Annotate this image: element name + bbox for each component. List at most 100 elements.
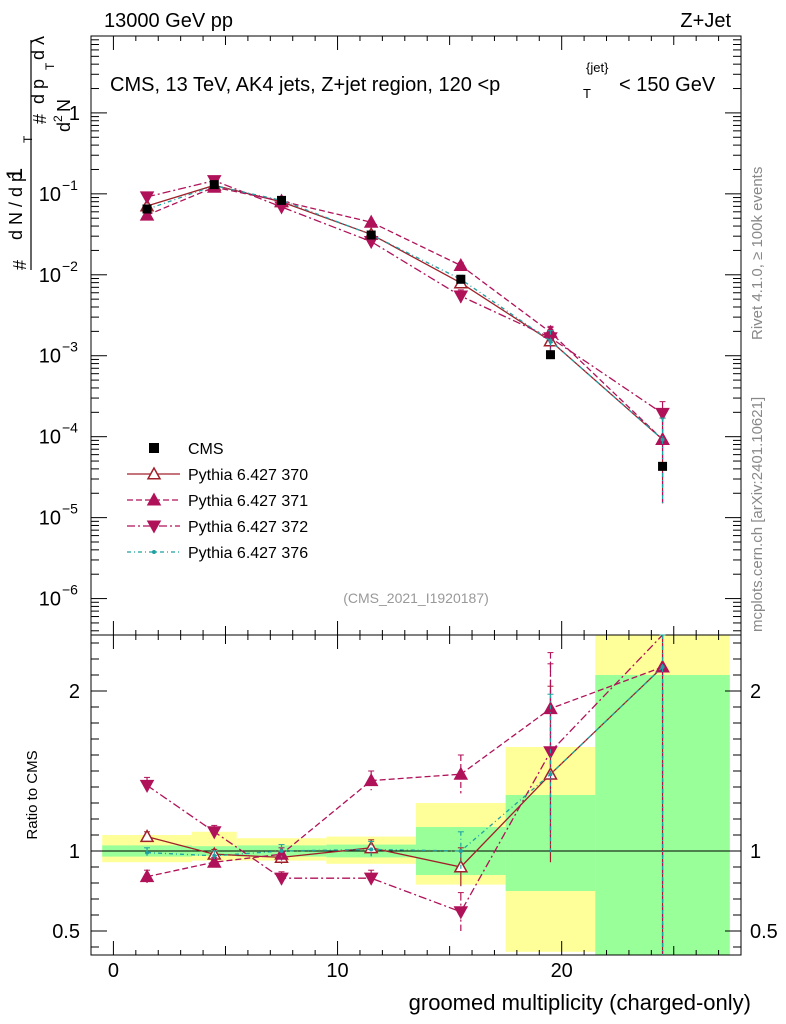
y-tick-label-base: 10 (39, 508, 61, 530)
main-series-line (146, 179, 663, 415)
x-axis-label: groomed multiplicity (charged-only) (409, 990, 751, 1015)
legend-label: Pythia 6.427 372 (188, 519, 308, 536)
ratio-frame-box (90, 634, 742, 956)
svg-text:d N / d p: d N / d p (6, 172, 26, 240)
ratio-marker (274, 846, 289, 860)
cms-marker (456, 274, 466, 284)
x-tick-label: 0 (108, 960, 119, 982)
svg-text:< 150 GeV: < 150 GeV (619, 74, 716, 96)
ratio-marker (145, 850, 150, 855)
ratio-ylabel: Ratio to CMS (24, 750, 41, 839)
y-tick-label-base: 10 (39, 427, 61, 449)
chart-title: CMS, 13 TeV, AK4 jets, Z+jet region, 120… (110, 60, 716, 101)
main-marker (660, 437, 665, 442)
main-marker (363, 214, 379, 228)
ratio-marker (453, 906, 469, 920)
ratio-marker (139, 829, 155, 843)
ratio-marker (458, 849, 463, 853)
main-marker (139, 207, 155, 221)
main-marker (655, 407, 670, 422)
ratio-marker (363, 773, 379, 787)
cms-marker (142, 204, 152, 214)
legend-item-3: Pythia 6.427 376 (127, 545, 308, 562)
y-tick-label-exp: −3 (62, 339, 78, 355)
cms-marker (366, 230, 376, 240)
legend: CMS Pythia 6.427 370 Pythia 6.427 371 Pythi… (127, 441, 308, 562)
ratio-marker (279, 849, 284, 853)
y-tick-label-base: 10 (39, 589, 61, 611)
ratio-marker (212, 853, 217, 858)
ratio-series (139, 634, 670, 955)
main-series-line (146, 184, 663, 440)
svg-text:2: 2 (51, 115, 65, 122)
main-ylabel: # d N / d p T 1 # d p T d λ d 2 N (2, 36, 74, 270)
cms-marker (545, 350, 555, 360)
legend-label-cms: CMS (188, 441, 224, 458)
main-series-line (146, 186, 664, 440)
ratio-marker (660, 665, 665, 669)
y-tick-label-ratio: 2 (69, 681, 80, 703)
y-tick-label-base: 10 (39, 346, 61, 368)
y-tick-label-main: 10 −2 (39, 258, 78, 287)
ratio-frame: 0 10 20 0.5 0.5 1 1 2 2 (52, 634, 778, 982)
svg-text:#: # (10, 260, 30, 270)
y-tick-label-text: 1 (69, 103, 80, 125)
main-series (139, 175, 670, 504)
svg-text:d λ: d λ (28, 36, 48, 60)
y-tick-label-ratio-right: 0.5 (750, 921, 778, 943)
x-tick-label: 20 (551, 960, 573, 982)
cms-marker (209, 180, 219, 190)
legend-label: Pythia 6.427 371 (188, 493, 308, 510)
y-tick-label-exp: −1 (62, 177, 78, 193)
legend-label: Pythia 6.427 376 (188, 545, 308, 562)
legend-marker (146, 520, 162, 534)
cms-marker (277, 195, 287, 205)
svg-text:#: # (30, 114, 50, 124)
y-tick-label-main: 10 −3 (39, 339, 78, 368)
ratio-marker (274, 872, 289, 886)
svg-text:T: T (21, 135, 35, 143)
svg-text:T: T (43, 62, 57, 70)
main-marker (139, 191, 155, 205)
legend-marker-cms (149, 443, 159, 453)
y-tick-label-main: 10 −4 (39, 420, 78, 449)
y-tick-label-exp: −4 (62, 420, 78, 436)
svg-text:T: T (583, 86, 591, 101)
y-tick-label-exp: −2 (62, 258, 78, 274)
ratio-marker (548, 772, 553, 777)
y-tick-label-ratio-right: 2 (750, 681, 761, 703)
cms-marker (658, 461, 668, 471)
analysis-label: (CMS_2021_I1920187) (343, 590, 489, 606)
legend-item-cms: CMS (149, 441, 224, 458)
legend-item-1: Pythia 6.427 371 (127, 492, 308, 510)
x-tick-label: 10 (326, 960, 348, 982)
legend-label: Pythia 6.427 370 (188, 467, 308, 484)
main-series-2 (139, 175, 670, 432)
ratio-marker (363, 872, 379, 886)
svg-text:1: 1 (2, 168, 27, 180)
y-tick-label-base: 10 (39, 265, 61, 287)
header-right: Z+Jet (680, 10, 731, 32)
main-marker (548, 338, 553, 343)
main-series-line (146, 185, 663, 440)
ratio-marker (139, 779, 155, 793)
rivet-label: Rivet 4.1.0, ≥ 100k events (749, 167, 766, 340)
y-tick-label-main: 10 −1 (39, 177, 78, 206)
y-tick-label-ratio: 1 (69, 841, 80, 863)
main-series-cms (142, 180, 668, 471)
y-tick-label-ratio: 0.5 (52, 921, 80, 943)
ratio-bands (102, 635, 730, 955)
header-left: 13000 GeV pp (104, 10, 233, 32)
legend-marker (152, 550, 156, 554)
ratio-marker (207, 826, 222, 840)
ratio-marker (369, 847, 374, 852)
mcplots-label: mcplots.cern.ch [arXiv:2401.10621] (749, 397, 766, 632)
main-frame: 110−110−210−310−410−510−6 (39, 35, 742, 636)
main-marker (453, 257, 469, 272)
legend-marker (146, 466, 162, 480)
y-tick-label-ratio-right: 1 (750, 841, 761, 863)
ratio-marker (207, 854, 222, 868)
y-tick-label-main: 10 −5 (39, 501, 78, 530)
legend-item-2: Pythia 6.427 372 (127, 519, 308, 536)
legend-marker (146, 492, 162, 506)
